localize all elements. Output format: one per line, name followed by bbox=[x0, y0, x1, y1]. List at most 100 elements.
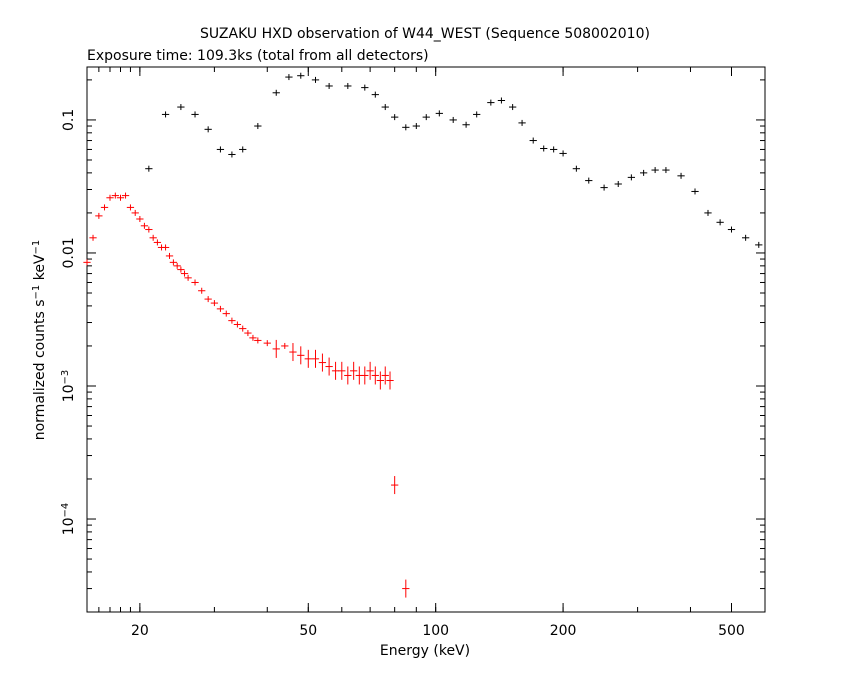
y-tick-exp: −3 bbox=[60, 370, 71, 385]
data-point bbox=[216, 305, 225, 312]
data-point bbox=[381, 104, 389, 111]
data-point bbox=[755, 241, 763, 248]
chart-subtitle: Exposure time: 109.3ks (total from all d… bbox=[87, 48, 429, 64]
data-point bbox=[297, 346, 305, 365]
data-point bbox=[244, 330, 252, 337]
y-tick-label: 0.1 bbox=[61, 109, 77, 131]
data-point bbox=[741, 234, 750, 241]
data-point bbox=[210, 300, 219, 307]
data-point bbox=[449, 116, 457, 123]
data-point bbox=[572, 165, 581, 172]
x-tick-label: 100 bbox=[422, 623, 449, 639]
series-0 bbox=[145, 72, 763, 248]
data-point bbox=[614, 180, 622, 187]
data-point bbox=[727, 226, 736, 233]
data-point bbox=[371, 366, 379, 385]
data-point bbox=[391, 114, 399, 121]
data-point bbox=[100, 204, 109, 211]
data-point bbox=[272, 89, 280, 96]
data-point bbox=[204, 126, 212, 133]
data-point bbox=[376, 371, 384, 390]
data-point bbox=[662, 167, 670, 174]
data-point bbox=[177, 266, 185, 273]
data-point bbox=[311, 349, 320, 368]
x-tick-label: 20 bbox=[131, 623, 149, 639]
data-point bbox=[487, 99, 495, 106]
data-point bbox=[651, 167, 659, 174]
data-point bbox=[169, 259, 178, 266]
x-tick-label: 50 bbox=[299, 623, 317, 639]
data-point bbox=[600, 184, 608, 191]
data-point bbox=[297, 72, 305, 79]
data-point bbox=[140, 222, 149, 229]
data-point bbox=[497, 97, 506, 104]
data-point bbox=[402, 124, 410, 131]
data-point bbox=[116, 194, 125, 201]
plot-frame bbox=[86, 66, 766, 613]
data-point bbox=[289, 343, 297, 362]
x-tick-label: 500 bbox=[718, 623, 745, 639]
data-point bbox=[281, 342, 289, 349]
data-point bbox=[529, 137, 537, 144]
data-point bbox=[639, 169, 648, 176]
data-point bbox=[145, 226, 153, 233]
data-point bbox=[180, 270, 189, 277]
series-layer bbox=[83, 72, 763, 598]
data-point bbox=[473, 111, 481, 118]
data-point bbox=[386, 371, 394, 390]
y-axis-label-text: normalized counts s bbox=[32, 299, 48, 440]
data-point bbox=[239, 146, 247, 153]
data-point bbox=[716, 219, 724, 226]
data-point bbox=[173, 262, 181, 269]
chart-title: SUZAKU HXD observation of W44_WEST (Sequ… bbox=[200, 26, 650, 42]
x-axis: 20 50 100 200 500 bbox=[98, 67, 745, 639]
data-point bbox=[344, 366, 352, 385]
y-axis-label-sup2: −1 bbox=[31, 240, 42, 255]
data-point bbox=[331, 361, 340, 380]
data-point bbox=[550, 146, 558, 153]
y-tick-exp: −4 bbox=[60, 503, 71, 518]
data-point bbox=[111, 192, 119, 199]
data-point bbox=[338, 361, 346, 380]
series-1 bbox=[83, 192, 410, 598]
data-point bbox=[412, 123, 420, 130]
data-point bbox=[311, 76, 320, 83]
data-point bbox=[304, 349, 312, 368]
x-tick-label: 200 bbox=[550, 623, 577, 639]
data-point bbox=[254, 337, 262, 344]
data-point bbox=[177, 104, 185, 111]
data-point bbox=[131, 209, 139, 216]
data-point bbox=[198, 287, 206, 294]
data-point bbox=[191, 279, 199, 286]
data-point bbox=[435, 110, 443, 117]
data-point bbox=[272, 339, 280, 358]
data-point bbox=[361, 84, 369, 91]
data-point bbox=[95, 212, 103, 219]
data-point bbox=[153, 239, 162, 246]
y-tick-label: 10−4 bbox=[60, 503, 78, 536]
data-point bbox=[325, 82, 333, 89]
data-point bbox=[559, 150, 567, 157]
data-point bbox=[344, 82, 352, 89]
data-point bbox=[149, 234, 157, 241]
y-tick-base: 10 bbox=[61, 517, 77, 535]
data-point bbox=[216, 146, 225, 153]
data-point bbox=[228, 151, 236, 158]
data-point bbox=[677, 172, 685, 179]
data-point bbox=[263, 340, 271, 347]
data-point bbox=[691, 188, 699, 195]
y-tick-label: 10−3 bbox=[60, 370, 78, 403]
data-point bbox=[106, 194, 114, 201]
data-point bbox=[121, 192, 130, 199]
data-point bbox=[89, 234, 97, 241]
data-point bbox=[204, 296, 212, 303]
data-point bbox=[540, 145, 548, 152]
data-point bbox=[381, 366, 389, 385]
data-point bbox=[233, 321, 242, 328]
data-point bbox=[361, 366, 369, 385]
data-point bbox=[161, 244, 170, 251]
data-point bbox=[191, 111, 199, 118]
data-point bbox=[222, 310, 230, 317]
